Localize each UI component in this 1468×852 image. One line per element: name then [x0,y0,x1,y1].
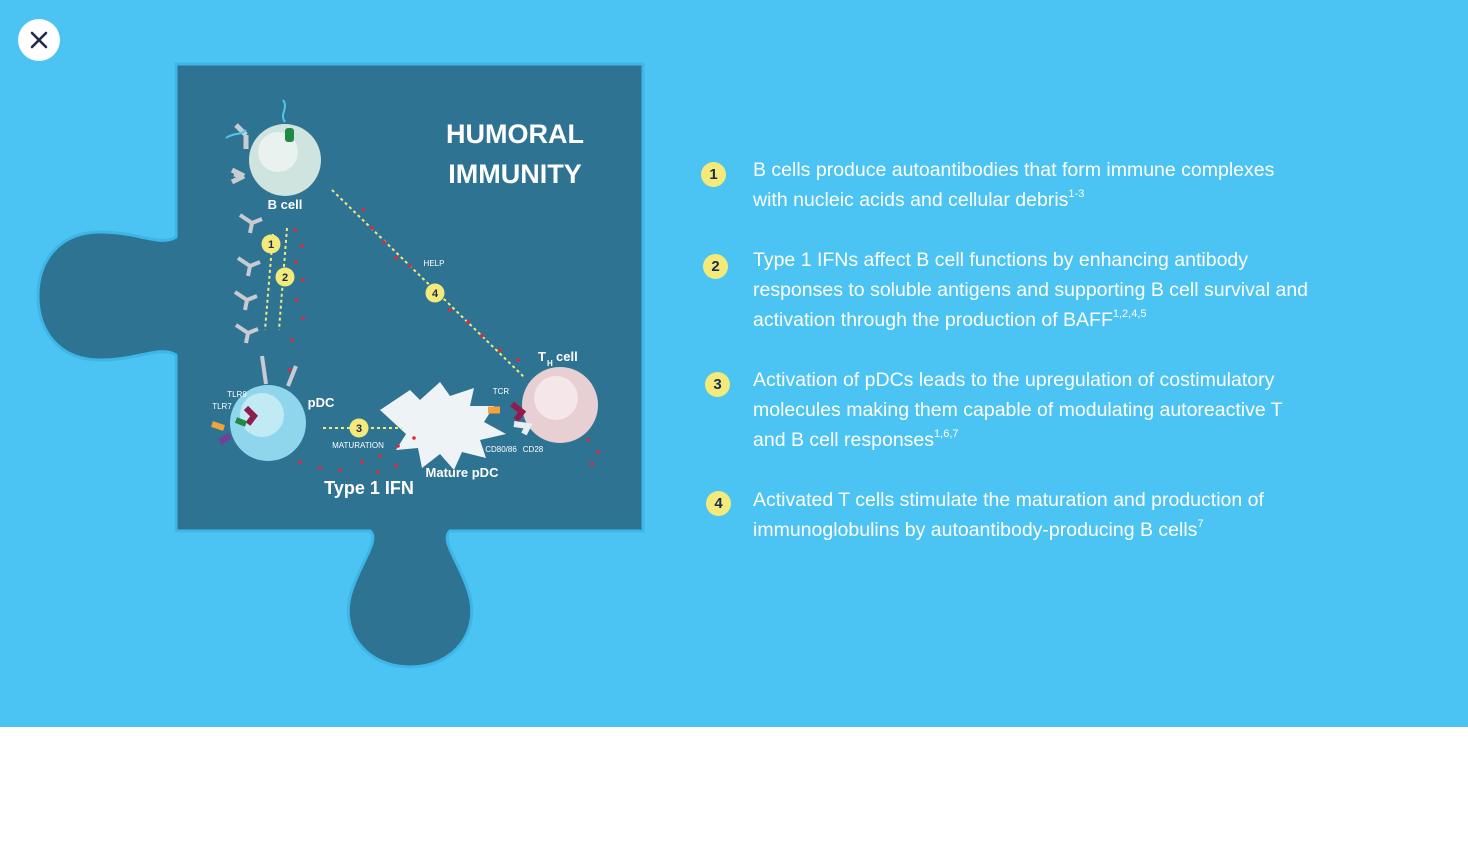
diagram-title-line2: IMMUNITY [448,159,581,189]
th-cell-illustration [510,367,598,443]
svg-text:2: 2 [282,272,288,284]
label-th-cell: cell [556,349,578,364]
svg-text:3: 3 [356,423,362,435]
label-mature-pdc: Mature pDC [426,465,500,480]
item-reference: 7 [1197,518,1204,530]
diagram-badge-1: 1 [261,234,281,254]
interaction-arrows [264,189,526,429]
label-type1-ifn: Type 1 IFN [324,478,414,498]
close-icon [30,31,48,49]
diagram-badge-2: 2 [275,267,295,287]
b-cell-illustration [225,99,321,196]
item-number-badge: 4 [706,491,731,516]
item-number-badge: 2 [703,254,728,279]
label-tlr7: TLR7 [212,402,232,411]
label-tlr9: TLR9 [227,390,247,399]
label-maturation: MATURATION [332,441,384,450]
label-cd8086: CD80/86 [485,445,517,454]
label-tcr: TCR [493,387,510,396]
label-help: HELP [424,259,445,268]
item-text: Activated T cells stimulate the maturati… [753,489,1264,541]
item-number-badge: 3 [705,372,730,397]
close-button[interactable] [18,19,60,61]
svg-text:1: 1 [268,239,274,251]
diagram-badge-4: 4 [425,283,445,303]
stage-background: HUMORAL IMMUNITY B cell [0,0,1468,727]
label-b-cell: B cell [268,197,303,212]
label-th-T: T [538,349,546,364]
item-text: Type 1 IFNs affect B cell functions by e… [753,249,1309,331]
item-text: B cells produce autoantibodies that form… [753,159,1275,211]
pdc-illustration [211,355,306,461]
bottom-whitespace [0,727,1468,852]
humoral-immunity-diagram: HUMORAL IMMUNITY B cell [36,62,645,669]
antibodies-illustration [233,213,263,344]
diagram-badge-3: 3 [349,418,369,438]
diagram-title-line1: HUMORAL [446,119,584,149]
label-cd28: CD28 [523,445,544,454]
item-reference: 1-3 [1068,188,1085,200]
mature-pdc-illustration [380,382,506,470]
label-th-H: H [547,359,553,368]
svg-text:4: 4 [432,288,439,300]
item-reference: 1,6,7 [934,428,959,440]
item-text: Activation of pDCs leads to the upregula… [753,369,1283,451]
item-reference: 1,2,4,5 [1112,308,1147,320]
item-number-badge: 1 [701,162,726,187]
label-pdc: pDC [308,395,335,410]
